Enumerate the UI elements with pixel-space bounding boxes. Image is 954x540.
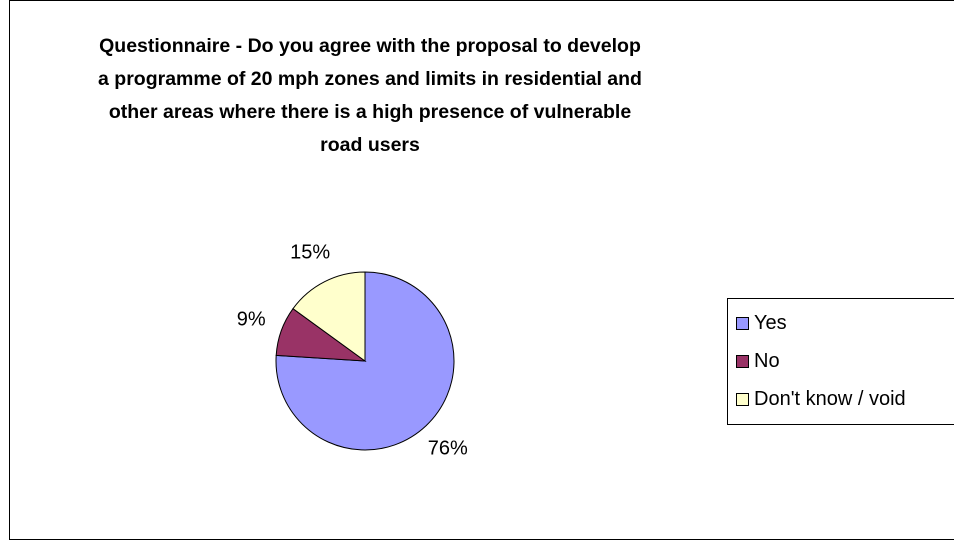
chart-title: Questionnaire - Do you agree with the pr… (60, 30, 680, 162)
pie-value-labels: 76% 9% 15% (237, 241, 468, 459)
legend-swatch-no (736, 354, 749, 368)
chart-title-line-2: a programme of 20 mph zones and limits i… (98, 68, 642, 90)
legend-item-no: No (736, 348, 780, 374)
legend-item-yes: Yes (736, 310, 787, 336)
chart-frame (9, 0, 954, 540)
legend-swatch-yes (736, 316, 749, 330)
pie-label-dont-know: 15% (290, 241, 330, 263)
pie-label-yes: 76% (428, 437, 468, 459)
pie-slice-dont-know (292, 271, 366, 362)
chart-title-line-3: other areas where there is a high presen… (108, 101, 632, 123)
chart-title-line-4: road users (320, 134, 420, 156)
chart-title-line-1: Questionnaire - Do you agree with the pr… (99, 35, 641, 57)
pie-slices (275, 271, 455, 451)
legend-label-dont-know: Don't know / void (754, 387, 906, 410)
legend-item-dont-know: Don't know / void (736, 386, 906, 412)
legend-label-yes: Yes (754, 311, 787, 334)
legend-swatch-dont-know (736, 392, 749, 406)
legend-label-no: No (754, 349, 780, 372)
pie-label-no: 9% (237, 308, 266, 330)
chart-legend: Yes No Don't know / void (727, 298, 954, 425)
